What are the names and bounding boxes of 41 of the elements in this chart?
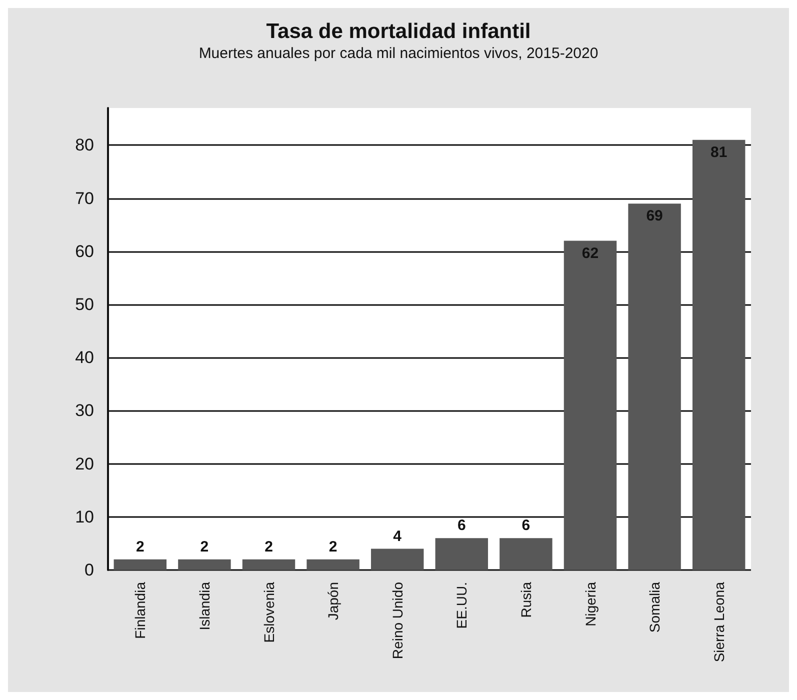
bar [114, 559, 167, 570]
x-tick-label: Japón [325, 582, 342, 620]
x-tick-label: Somalia [646, 582, 663, 633]
bar [692, 140, 746, 570]
data-label: 2 [328, 538, 338, 556]
bar [242, 559, 296, 570]
data-label: 6 [522, 517, 530, 534]
y-tick-label: 30 [75, 401, 94, 420]
data-label: 6 [457, 517, 466, 534]
y-tick-label: 20 [75, 454, 94, 474]
y-tick-label: 70 [75, 188, 94, 208]
x-tick-label: Finlandia [132, 582, 148, 639]
x-tick-label: Islandia [196, 582, 212, 630]
y-tick-label: 40 [75, 348, 94, 368]
bar [500, 538, 552, 570]
y-tick-label: 0 [84, 560, 94, 580]
y-tick-label: 60 [75, 242, 94, 261]
data-label: 69 [646, 208, 663, 225]
chart-subtitle: Muertes anuales por cada mil nacimientos vivos, 2015-2020 [198, 45, 598, 62]
bar [564, 240, 617, 570]
y-tick-label: 50 [75, 294, 94, 314]
bar [178, 559, 231, 570]
data-label: 81 [710, 144, 728, 161]
bar [370, 548, 424, 570]
x-tick-label: Eslovenia [260, 582, 277, 643]
chart-title: Tasa de mortalidad infantil [266, 20, 531, 43]
x-tick-label: EE.UU. [454, 582, 470, 629]
x-tick-label: Reino Unido [389, 582, 406, 660]
y-tick-label: 80 [75, 136, 94, 155]
x-tick-label: Sierra Leona [710, 582, 727, 662]
data-label: 2 [200, 538, 209, 556]
x-tick-label: Nigeria [582, 582, 598, 626]
bar [306, 559, 360, 570]
data-label: 4 [393, 528, 402, 545]
bar [628, 204, 681, 570]
bar [435, 538, 488, 570]
data-label: 62 [582, 244, 599, 262]
data-label: 2 [136, 538, 144, 556]
y-tick-label: 10 [75, 507, 94, 526]
data-label: 2 [264, 538, 273, 556]
x-tick-label: Rusia [518, 582, 534, 618]
